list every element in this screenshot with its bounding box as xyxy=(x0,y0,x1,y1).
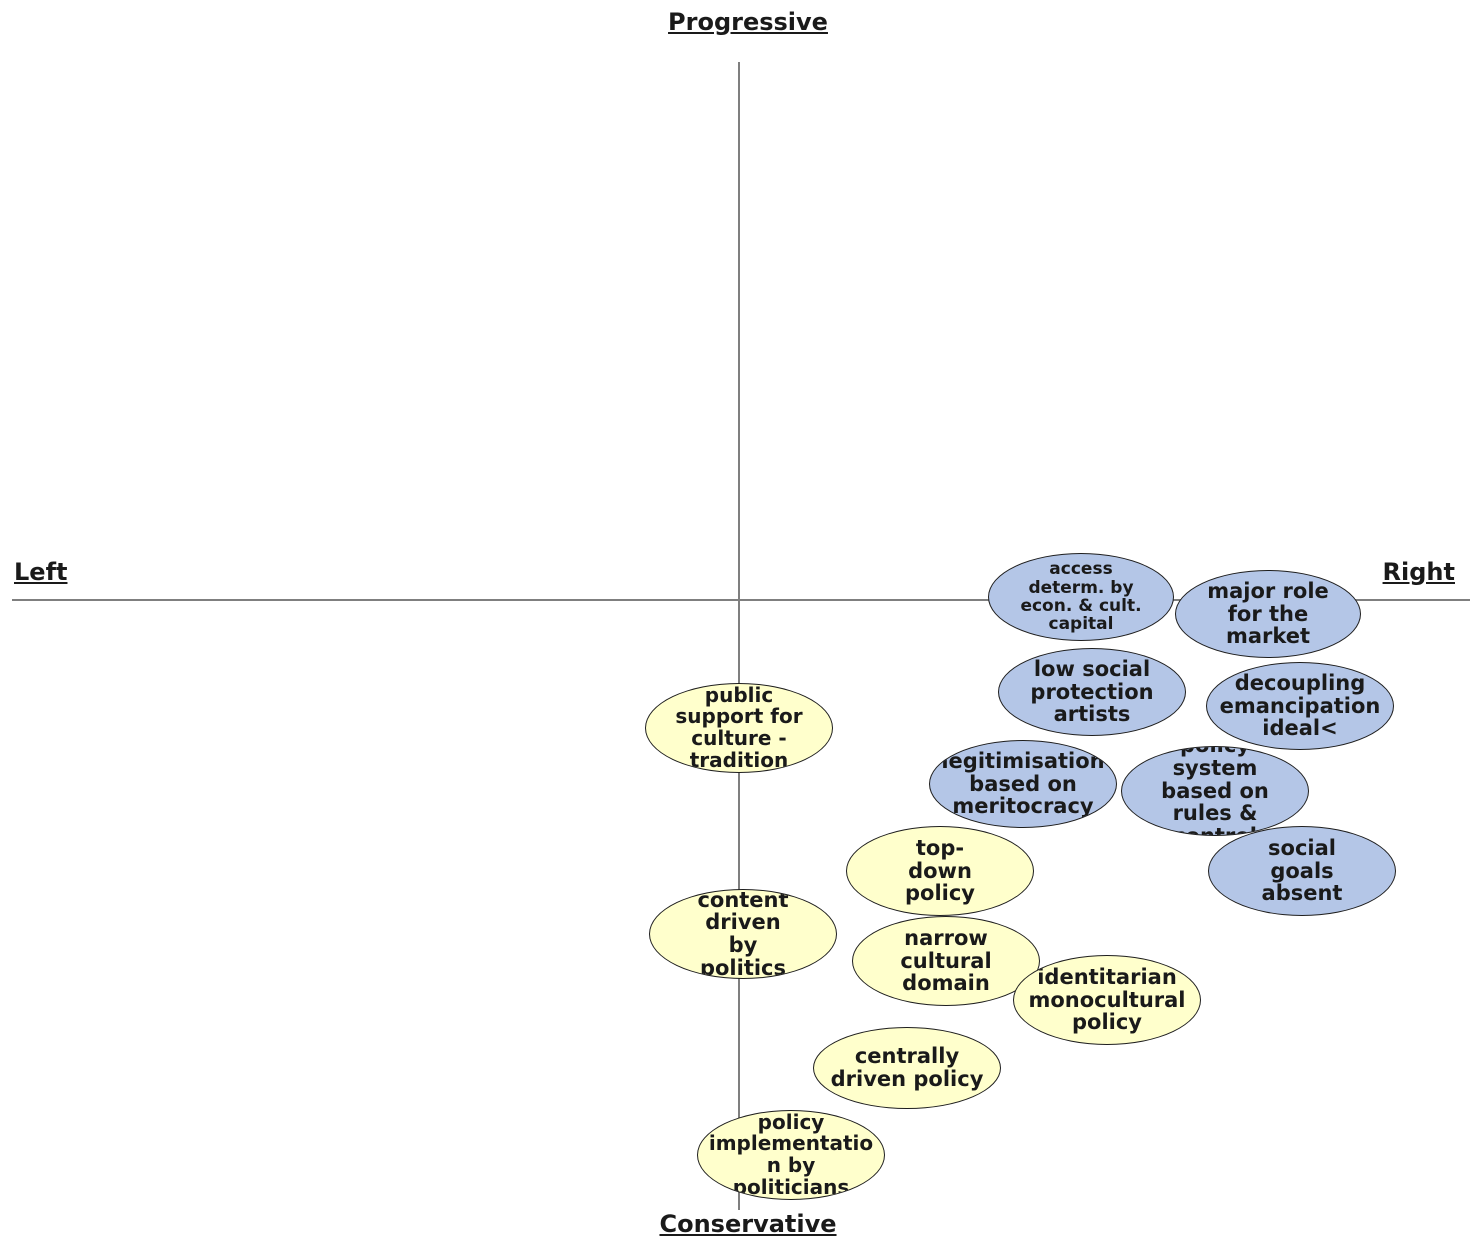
bubble-narrow-cultural-domain: narrow cultural domain xyxy=(852,916,1040,1006)
bubble-public-support-tradition: public support for culture - tradition xyxy=(645,683,833,773)
bubble-identitarian-monocultural: identitarian monocultural policy xyxy=(1013,955,1201,1045)
bubble-social-goals-absent: social goals absent xyxy=(1208,826,1396,916)
axis-label-left: Left xyxy=(14,558,68,586)
axis-label-right: Right xyxy=(1382,558,1455,586)
bubble-major-role-market: major role for the market xyxy=(1175,570,1361,658)
bubble-access-determined: access determ. by econ. & cult. capital xyxy=(988,553,1174,641)
bubble-content-driven-politics: content driven by politics xyxy=(649,889,837,979)
bubble-legitimisation-meritocracy: legitimisation based on meritocracy xyxy=(929,740,1117,828)
bubble-low-social-protection: low social protection artists xyxy=(998,648,1186,736)
bubble-decoupling-emancipation: decoupling emancipation ideal< xyxy=(1206,662,1394,750)
bubble-policy-implementation-politicians: policy implementatio n by politicians xyxy=(697,1110,885,1200)
bubble-centrally-driven-policy: centrally driven policy xyxy=(813,1027,1001,1109)
bubble-top-down-policy: top-down policy xyxy=(846,826,1034,916)
axis-label-progressive: Progressive xyxy=(668,8,828,36)
bubble-policy-system-rules: policy system based on rules & control xyxy=(1121,746,1309,836)
axis-label-conservative: Conservative xyxy=(659,1210,837,1238)
